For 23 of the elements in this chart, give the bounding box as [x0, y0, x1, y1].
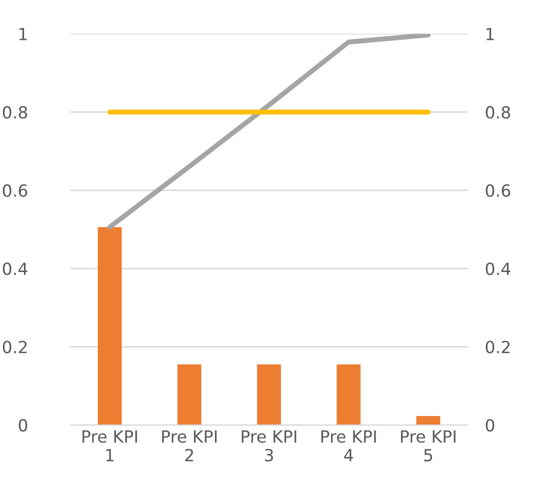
y-tick-label: 0	[18, 419, 28, 432]
bar	[98, 227, 122, 426]
y-tick-label: 0.4	[2, 262, 28, 276]
x-tick-label: Pre KPI 5	[401, 430, 456, 462]
line-series	[107, 34, 431, 230]
y-tick-label: 0.6	[2, 184, 28, 197]
x-tick-label: Pre KPI 3	[242, 430, 296, 462]
y2-tick-label: 0.4	[486, 262, 510, 276]
bar	[177, 364, 202, 426]
y2-tick-label: 1	[486, 28, 494, 40]
bar	[336, 364, 361, 426]
bar	[416, 416, 440, 426]
bar	[257, 364, 281, 426]
y2-tick-label: 0.8	[486, 106, 510, 119]
y-tick-label: 0.8	[2, 106, 28, 119]
y2-tick-label: 0.2	[486, 340, 510, 354]
y2-tick-label: 0	[486, 419, 494, 432]
y-tick-label: 0.2	[2, 340, 27, 354]
x-tick-label: Pre KPI 2	[162, 430, 217, 462]
x-tick-label: Pre KPI 4	[321, 430, 376, 462]
y-tick-label: 1	[20, 28, 27, 40]
x-tick-label: Pre KPI 1	[82, 430, 137, 462]
y2-tick-label: 0.6	[486, 184, 510, 197]
